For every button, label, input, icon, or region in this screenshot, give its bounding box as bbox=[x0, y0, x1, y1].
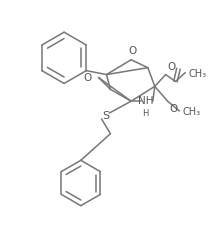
Text: O: O bbox=[83, 72, 92, 82]
Text: O: O bbox=[128, 46, 136, 56]
Text: CH₃: CH₃ bbox=[188, 68, 206, 78]
Text: H: H bbox=[142, 109, 148, 117]
Text: S: S bbox=[102, 111, 109, 120]
Text: O: O bbox=[168, 61, 176, 71]
Text: NH: NH bbox=[138, 96, 154, 106]
Text: O: O bbox=[169, 104, 178, 114]
Text: CH₃: CH₃ bbox=[182, 106, 201, 117]
